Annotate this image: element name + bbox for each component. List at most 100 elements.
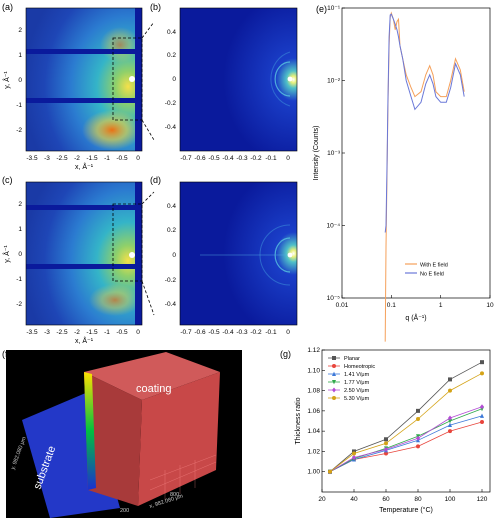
beam-center-b	[287, 76, 293, 82]
coating-label: coating	[136, 383, 171, 395]
panel-c: (c) 2 1 0 -1 -2 -3.5 -3 -2.5 -2 -1.5 -1 …	[2, 175, 155, 345]
beamstop-vert-c	[135, 182, 142, 325]
yticks-d: 0.4 0.2 0 -0.2 -0.4	[165, 203, 177, 308]
beamstop-vert-a	[135, 8, 142, 151]
yticks-e: 10⁻¹ 10⁻² 10⁻³ 10⁻⁴ 10⁻⁵	[327, 5, 345, 302]
ylabel-c: y, Å⁻¹	[2, 245, 11, 263]
ylabel-a: y, Å⁻¹	[2, 71, 11, 89]
data-point-g-3	[448, 419, 452, 424]
xtick-d-2: -0.5	[208, 329, 220, 336]
ytick-e: 10⁻³	[327, 150, 341, 157]
ytick-c-3: -1	[16, 276, 22, 283]
xtick-a-7: 0	[136, 155, 140, 162]
beamstop-bar-c1	[26, 205, 142, 210]
panel-d: (d) 0.4 0.2 0 -0.2 -0.4 -0.7 -0.6 -0.5 -…	[150, 175, 298, 336]
panel-b: (b) 0.4 0.2 0 -0.2 -0.4 -0.7 -0.6 -0.5 -…	[150, 2, 298, 162]
hotspot-c	[89, 284, 141, 316]
xtick-c-0: -3.5	[26, 329, 38, 336]
ytick-c-4: -2	[16, 301, 22, 308]
data-point-g-4	[384, 446, 388, 452]
xtick-e: 1	[439, 302, 443, 309]
xlabel-a: x, Å⁻¹	[75, 162, 94, 171]
ytick-a-1: 1	[18, 52, 22, 59]
coating-edge	[84, 372, 96, 490]
ytick-a-2: 0	[18, 77, 22, 84]
xtick-d-6: -0.1	[265, 329, 277, 336]
xtick-d-3: -0.4	[222, 329, 234, 336]
series-line-g-1	[329, 421, 483, 473]
panel-e: (e) 10⁻¹ 10⁻² 10⁻³ 10⁻⁴ 10⁻⁵ 0.01 0.1 1 10 With…	[313, 4, 494, 342]
ytick-b-0: 0.4	[167, 29, 176, 36]
xtick-b-0: -0.7	[180, 155, 192, 162]
ring-b1	[274, 61, 291, 97]
xtick-a-1: -3	[44, 155, 50, 162]
xlabel-g: Temperature (°C)	[379, 506, 433, 514]
panel-label-b: (b)	[150, 2, 161, 12]
zoom-map-d	[180, 182, 297, 325]
legend-marker-g-2	[332, 371, 336, 376]
series-line-g-0	[329, 361, 483, 473]
xtick-c-7: 0	[136, 329, 140, 336]
xtick-e: 0.1	[387, 302, 396, 309]
legend-entry-g-4: 2.50 V/μm	[344, 388, 370, 394]
ytick-c-1: 1	[18, 226, 22, 233]
panel-label-d: (d)	[150, 175, 161, 185]
xtick-b-1: -0.6	[194, 155, 206, 162]
coating-top	[84, 352, 220, 400]
legend-marker-g-5	[332, 396, 336, 400]
panel-label-g: (g)	[280, 349, 291, 359]
xtick-b-5: -0.2	[250, 155, 262, 162]
ytick-d-1: 0.2	[167, 227, 176, 234]
xticks-e: 0.01 0.1 1 10	[336, 295, 494, 309]
xtick-c-4: -1.5	[86, 329, 98, 336]
xtick-g: 60	[382, 496, 390, 503]
legend-g: Planar Homeotropic 1.41 V/μm 1.77 V/μm 2.50 …	[328, 356, 375, 402]
yticks-a: 2 1 0 -1 -2	[16, 27, 22, 134]
ytick-b-2: 0	[172, 76, 176, 83]
panel-a: (a) 2 1 0 -1 -2 -3.5 -3 -2.5 -2 -1.5 -1 …	[2, 2, 155, 171]
xlabel-c: x, Å⁻¹	[75, 336, 94, 345]
beam-center-c	[129, 252, 135, 258]
ytick-g: 1.06	[307, 408, 320, 415]
ytick-e: 10⁻⁴	[327, 223, 341, 230]
frame-b	[179, 7, 298, 152]
series-line-g-2	[329, 415, 483, 473]
data-point-g-5	[352, 451, 356, 456]
legend-marker-g-1	[332, 364, 336, 368]
data-point-g-1	[384, 451, 388, 456]
xtick-d-7: 0	[286, 329, 290, 336]
hotspot-a2	[100, 27, 140, 63]
xtick-g: 120	[477, 496, 488, 503]
xticks-b: -0.7 -0.6 -0.5 -0.4 -0.3 -0.2 -0.1 0	[180, 155, 290, 162]
tick-f-x0: 200	[120, 508, 129, 514]
ytick-b-1: 0.2	[167, 52, 176, 59]
tick-f-x3: 800	[170, 492, 179, 498]
zoom-map-b	[180, 8, 297, 151]
ytick-e: 10⁻¹	[327, 5, 341, 12]
series-line-g-5	[329, 372, 483, 473]
xtick-a-2: -2.5	[56, 155, 68, 162]
xlabel-e: q (Å⁻¹)	[405, 313, 426, 322]
xtick-a-4: -1.5	[86, 155, 98, 162]
hotspot-a	[82, 110, 142, 150]
xtick-e: 10	[486, 302, 494, 309]
xticks-d: -0.7 -0.6 -0.5 -0.4 -0.3 -0.2 -0.1 0	[180, 329, 290, 336]
series-e	[384, 11, 465, 342]
data-point-g-4	[352, 455, 356, 461]
data-point-g-5	[384, 441, 388, 446]
ytick-g: 1.12	[307, 347, 320, 354]
data-point-g-5	[480, 371, 484, 376]
legend-entry-g-1: Homeotropic	[344, 364, 375, 370]
zoom-line-c1	[141, 191, 155, 205]
xtick-b-6: -0.1	[265, 155, 277, 162]
xtick-b-4: -0.3	[236, 155, 248, 162]
zoom-line-a1	[141, 21, 155, 39]
data-point-g-0	[384, 437, 388, 442]
series-g	[328, 360, 484, 475]
xtick-c-3: -2	[74, 329, 80, 336]
legend-entry-g-0: Planar	[344, 356, 360, 362]
frame-g	[321, 349, 491, 493]
beamstop-bar-a2	[26, 98, 142, 103]
ytick-c-2: 0	[18, 251, 22, 258]
